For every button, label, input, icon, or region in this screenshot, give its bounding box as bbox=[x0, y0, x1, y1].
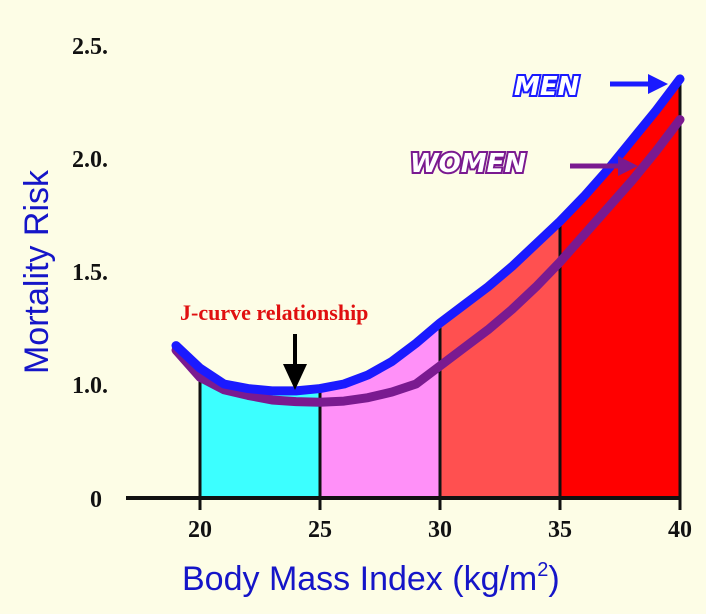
women-curve bbox=[171, 115, 685, 407]
bmi-band-35-40 bbox=[560, 78, 680, 499]
x-tick-label: 30 bbox=[428, 517, 452, 543]
x-tick-label: 40 bbox=[668, 517, 692, 543]
y-tick-label: 2.0. bbox=[72, 147, 108, 173]
x-axis-label: Body Mass Index (kg/m2) bbox=[182, 559, 560, 598]
y-tick-label: 0 bbox=[90, 487, 102, 513]
y-tick-label: 1.0. bbox=[72, 373, 108, 399]
y-tick-label: 2.5. bbox=[72, 34, 108, 60]
x-tick-label: 25 bbox=[308, 517, 332, 543]
y-tick-label: 1.5. bbox=[72, 260, 108, 286]
bmi-band-30-35 bbox=[440, 221, 560, 498]
x-tick-label: 35 bbox=[548, 517, 572, 543]
men-arrow-icon bbox=[610, 74, 668, 94]
down-arrow-icon bbox=[283, 334, 307, 390]
x-tick-label: 20 bbox=[188, 517, 212, 543]
bmi-band-25-30 bbox=[320, 322, 440, 498]
legend-men: MEN bbox=[514, 72, 580, 102]
y-axis-label: Mortality Risk bbox=[18, 169, 56, 374]
women-arrow-icon bbox=[570, 156, 638, 176]
men-curve bbox=[171, 74, 685, 396]
j-curve-annotation: J-curve relationship bbox=[180, 300, 368, 325]
legend-women: WOMEN bbox=[410, 149, 526, 179]
